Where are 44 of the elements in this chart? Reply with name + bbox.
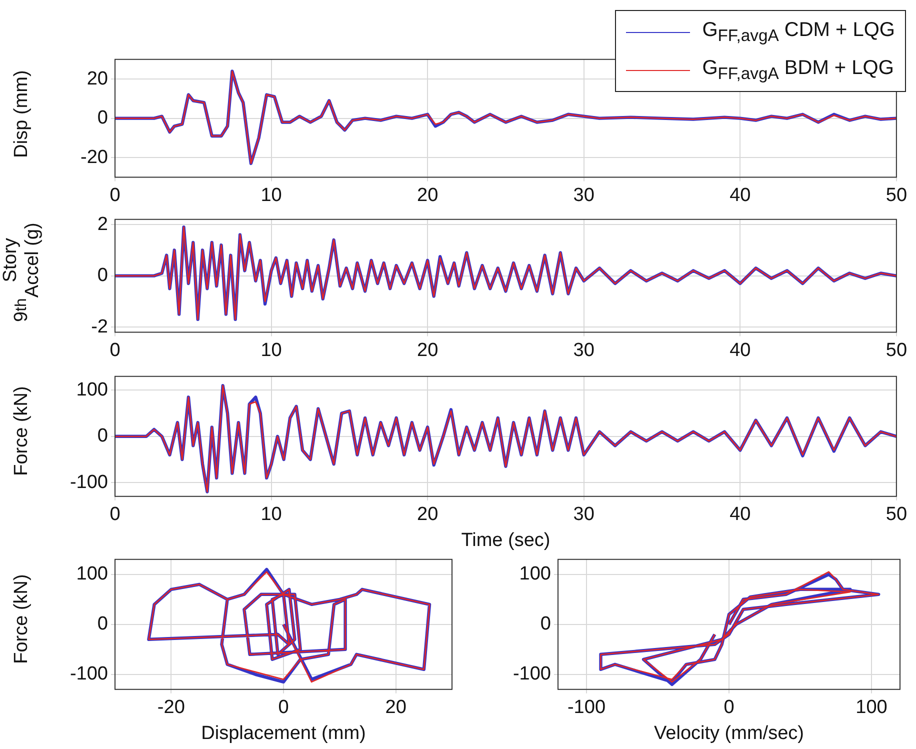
y-tick-label: 0 bbox=[97, 614, 108, 635]
x-tick-label: 10 bbox=[260, 504, 282, 526]
x-axis-title: Time (sec) bbox=[461, 530, 550, 551]
y-tick-label: 0 bbox=[540, 614, 551, 635]
y-tick-label: -100 bbox=[512, 664, 551, 685]
legend-label: G$_{FF,avgA}$ BDM + LQG bbox=[702, 56, 894, 84]
x-tick-label: 20 bbox=[417, 340, 438, 361]
y-axis-title: Force (kN) bbox=[10, 385, 33, 478]
legend-label: G$_{FF,avgA}$ CDM + LQG bbox=[702, 18, 895, 46]
x-axis-title: Displacement (mm) bbox=[201, 722, 366, 744]
y-tick-label: -100 bbox=[70, 664, 108, 685]
y-tick-label: 20 bbox=[86, 68, 108, 90]
x-tick-label: -100 bbox=[567, 697, 606, 718]
y-axis-title: Force (kN) bbox=[10, 573, 33, 666]
y-tick-label: 100 bbox=[76, 379, 108, 400]
x-tick-label: 20 bbox=[417, 184, 438, 206]
x-tick-label: 10 bbox=[260, 184, 282, 206]
y-tick-label: -100 bbox=[70, 472, 108, 493]
y-tick-label: 100 bbox=[76, 564, 108, 585]
y-tick-label: 2 bbox=[97, 214, 108, 235]
y-tick-label: 0 bbox=[97, 108, 108, 129]
x-tick-label: 10 bbox=[260, 340, 282, 361]
x-tick-label: 50 bbox=[886, 504, 908, 526]
x-tick-label: 30 bbox=[573, 504, 594, 526]
x-tick-label: 50 bbox=[886, 340, 908, 361]
y-tick-label: 0 bbox=[97, 426, 108, 447]
y-tick-label: -2 bbox=[91, 316, 108, 338]
x-tick-label: 100 bbox=[856, 697, 888, 718]
x-tick-label: 30 bbox=[573, 340, 594, 361]
x-tick-label: 50 bbox=[886, 184, 908, 206]
y-tick-label: 0 bbox=[97, 265, 108, 286]
x-tick-label: -20 bbox=[157, 697, 185, 718]
x-tick-label: 40 bbox=[730, 340, 751, 361]
y-axis-title: Disp (mm) bbox=[10, 69, 33, 160]
y-tick-label: 100 bbox=[519, 564, 551, 585]
x-tick-label: 0 bbox=[724, 697, 734, 718]
x-tick-label: 40 bbox=[730, 504, 751, 526]
x-axis-title: Velocity (mm/sec) bbox=[654, 722, 804, 744]
x-tick-label: 40 bbox=[730, 184, 751, 206]
y-tick-label: -20 bbox=[80, 146, 108, 168]
x-tick-label: 0 bbox=[278, 697, 289, 718]
x-tick-label: 20 bbox=[417, 504, 438, 526]
x-tick-label: 20 bbox=[385, 697, 406, 718]
x-tick-label: 30 bbox=[573, 184, 594, 206]
